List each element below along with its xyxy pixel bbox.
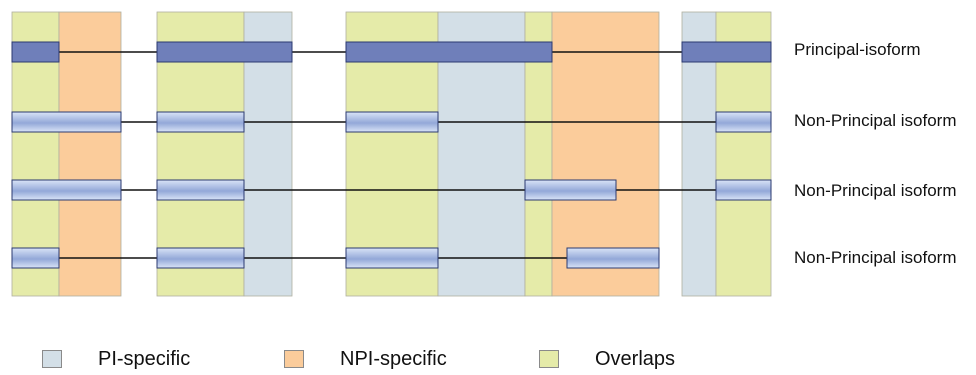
legend-swatch-npi-specific bbox=[284, 350, 304, 368]
isoform-row-2 bbox=[11, 111, 772, 133]
exon-3-4 bbox=[715, 179, 772, 201]
exon-2-3 bbox=[345, 111, 439, 133]
exon-4-4 bbox=[566, 247, 660, 269]
exon-3-1 bbox=[11, 179, 122, 201]
isoform-row-1 bbox=[11, 41, 772, 63]
exon-1-3 bbox=[345, 41, 553, 63]
exon-4-2 bbox=[156, 247, 245, 269]
exon-2-4 bbox=[715, 111, 772, 133]
isoform-row-4 bbox=[11, 247, 660, 269]
exon-1-4 bbox=[681, 41, 772, 63]
legend-label-overlaps: Overlaps bbox=[595, 347, 676, 370]
isoform-label-nonprincipal-1: Non-Principal isoform bbox=[794, 111, 957, 130]
isoform-rows bbox=[11, 41, 772, 269]
exon-4-3 bbox=[345, 247, 439, 269]
exon-1-1 bbox=[11, 41, 60, 63]
exon-2-2 bbox=[156, 111, 245, 133]
exon-1-2 bbox=[156, 41, 293, 63]
legend-pi-specific: PI-specific bbox=[42, 346, 190, 372]
legend-label-npi-specific: NPI-specific bbox=[340, 347, 447, 370]
exon-3-2 bbox=[156, 179, 245, 201]
exon-2-1 bbox=[11, 111, 122, 133]
legend-overlaps: Overlaps bbox=[539, 346, 675, 372]
isoform-label-principal: Principal-isoform bbox=[794, 40, 921, 59]
legend-label-pi-specific: PI-specific bbox=[98, 347, 191, 370]
legend-swatch-overlaps bbox=[539, 350, 559, 368]
legend-npi-specific: NPI-specific bbox=[284, 346, 447, 372]
isoform-row-3 bbox=[11, 179, 772, 201]
isoform-label-nonprincipal-2: Non-Principal isoform bbox=[794, 181, 957, 200]
legend-swatch-pi-specific bbox=[42, 350, 62, 368]
exon-3-3 bbox=[524, 179, 617, 201]
isoform-label-nonprincipal-3: Non-Principal isoform bbox=[794, 248, 957, 267]
band-npi-specific-2 bbox=[58, 11, 122, 297]
exon-4-1 bbox=[11, 247, 60, 269]
